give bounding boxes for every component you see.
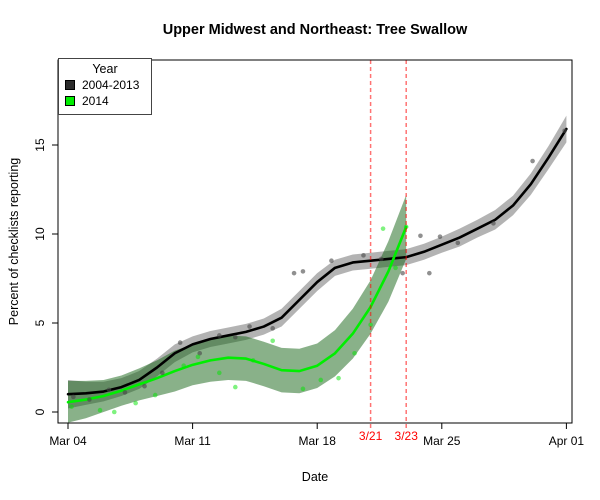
series-2014-data-point [152,392,158,398]
series-2014-data-point [97,407,103,413]
series-2004-2013-data-point [87,397,92,402]
series-2004-2013-data-point [217,333,222,338]
series-2004-2013-data-point [530,158,535,164]
x-tick-label: Mar 11 [174,434,211,448]
series-2004-2013-data-point [400,270,405,276]
series-2014-data-point [318,377,324,383]
series-2014-data-point [133,400,138,406]
series-2014-confidence-band [68,194,407,423]
series-2004-2013-data-point [378,256,384,262]
x-tick-label: Mar 04 [49,434,87,448]
series-2004-2013-data-point [160,370,165,376]
series-2014-data-point [111,409,117,415]
series-2014-data-point [181,363,186,369]
series-2014-data-point [217,370,222,376]
y-tick-label: 15 [33,138,47,152]
series-2004-2013-data-point [491,221,496,226]
series-2004-2013-data-point [427,270,432,276]
series-2004-2013-data-point [177,340,183,345]
series-2014-swatch-icon [65,96,75,106]
series-2004-2013-data-point [71,394,76,400]
plot-border [57,59,573,424]
series-2014-line [66,225,408,404]
series-2004-2013-data-point [270,326,276,331]
x-tick-label: Mar 18 [299,434,337,448]
x-tick-label: Mar 25 [423,434,461,448]
series-2014-data-point [195,354,201,360]
x-tick-label: Apr 01 [549,434,585,448]
series-2014-data-point [270,338,276,344]
series-2014-data-point [300,386,306,392]
series-2014-data-point [69,404,74,409]
series-2014-data-point [403,224,409,230]
series-2004-2013-data-point [361,253,366,258]
series-2004-2013-line [66,127,568,396]
series-2014-data-point [368,322,373,328]
legend-title: Year [92,62,118,76]
series-2004-2013-data-point [437,234,443,239]
series-2004-2013-data-point [233,334,238,340]
series-2004-2013-data-point [122,390,128,395]
series-2004-2013-data-point [418,233,423,239]
series-2004-2013-swatch-icon [65,80,75,90]
series-2004-2013-data-point [247,324,252,329]
chart-title: Upper Midwest and Northeast: Tree Swallo… [162,22,468,38]
series-2004-2013-data-point [300,269,306,274]
legend-item-label: 2014 [82,94,109,108]
series-2014-data-point [380,226,386,231]
legend: Year 2004-2013 2014 [58,58,152,115]
y-tick-label: 0 [33,408,47,415]
series-2004-2013-data-point [106,387,112,393]
y-tick-label: 5 [33,319,47,326]
legend-item-2004-2013: 2004-2013 [59,78,151,92]
y-axis-label: Percent of checklists reporting [7,158,21,325]
series-2004-2013-data-point [455,240,461,246]
legend-item-label: 2004-2013 [82,78,140,92]
series-2014-data-point [250,358,256,363]
series-2014-data-point [393,265,398,271]
vline-label-3/21: 3/21 [359,429,383,443]
series-2004-2013-data-point [562,128,567,134]
series-2014-data-point [233,384,238,390]
series-2004-2013-data-point [197,350,203,356]
series-2014-data-point [352,350,357,356]
legend-item-2014: 2014 [59,94,151,108]
series-2014-data-point [336,375,341,381]
y-tick-label: 10 [33,227,47,241]
x-axis-label: Date [302,470,328,484]
series-2004-2013-data-point [329,258,334,264]
series-2004-2013-data-point [142,383,147,389]
series-2004-2013-data-point [291,270,297,276]
vline-label-3/23: 3/23 [395,429,419,443]
